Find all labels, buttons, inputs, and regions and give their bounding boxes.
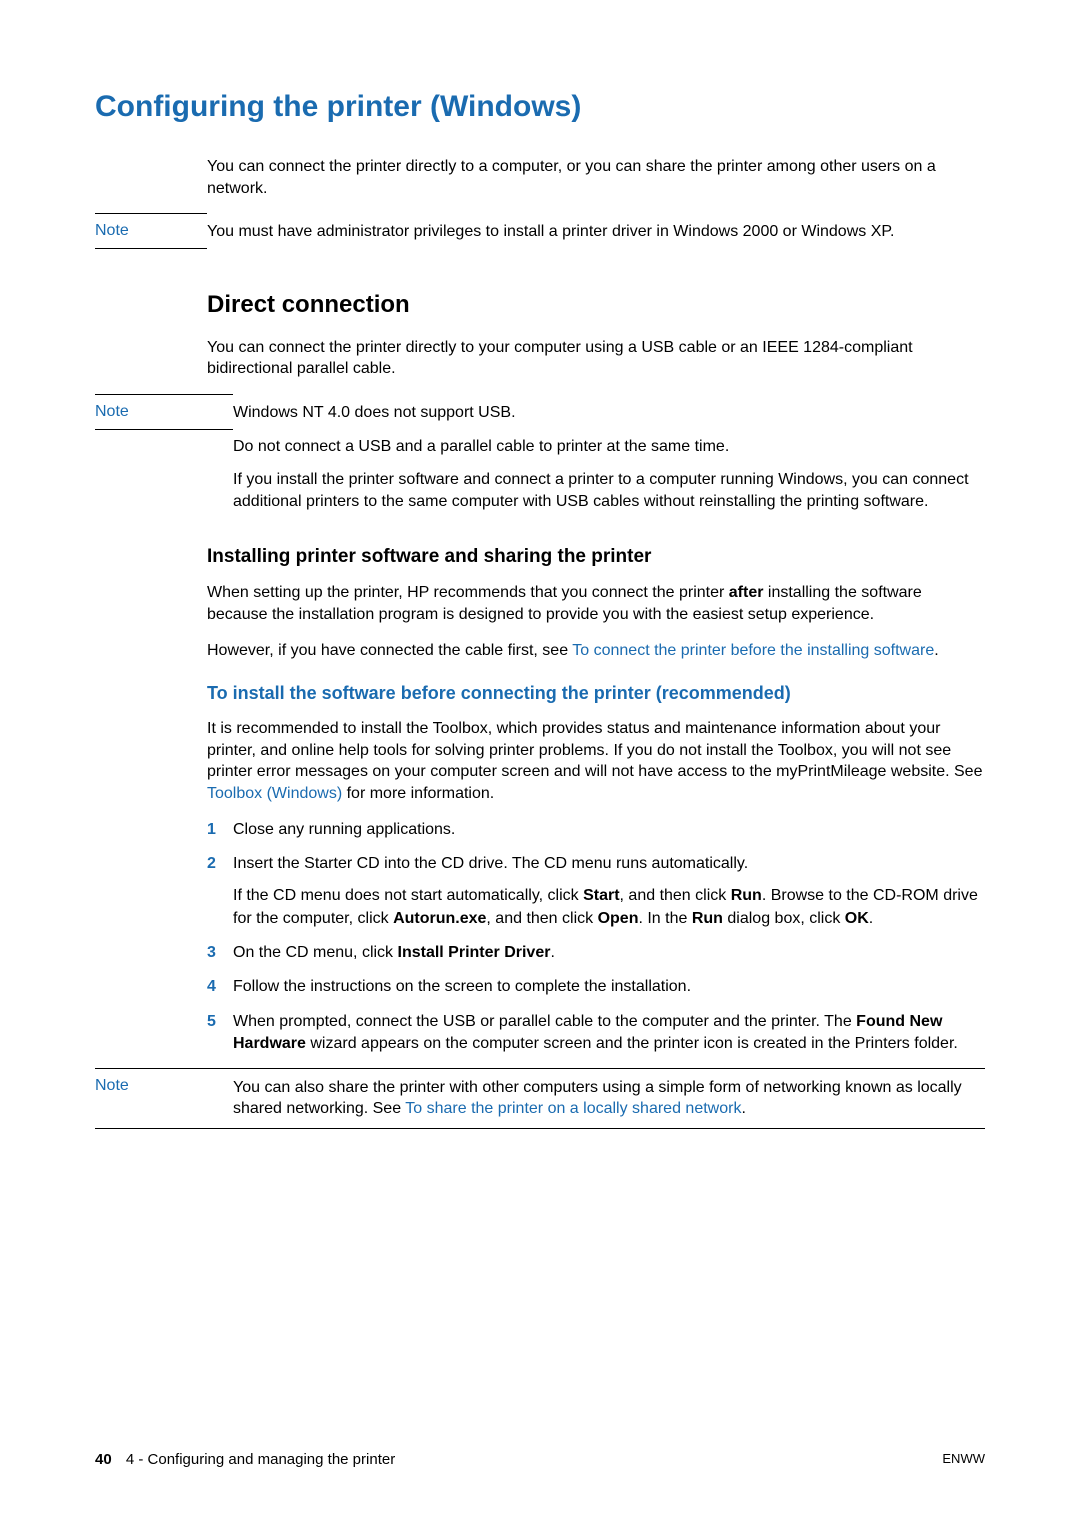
link-connect-before-install[interactable]: To connect the printer before the instal… (572, 642, 934, 659)
step-item: 4Follow the instructions on the screen t… (207, 976, 985, 998)
step-body: When prompted, connect the USB or parall… (233, 1011, 985, 1056)
text-run: However, if you have connected the cable… (207, 642, 572, 659)
intro-paragraph: You can connect the printer directly to … (207, 156, 985, 199)
footer-left: 40 4 - Configuring and managing the prin… (95, 1451, 395, 1468)
step-body: Insert the Starter CD into the CD drive.… (233, 853, 985, 930)
note2-p2: Do not connect a USB and a parallel cabl… (233, 436, 985, 458)
text-run: . In the (638, 910, 691, 927)
page-title: Configuring the printer (Windows) (95, 90, 985, 124)
steps-list: 1Close any running applications.2Insert … (207, 819, 985, 1056)
step-paragraph: Insert the Starter CD into the CD drive.… (233, 853, 985, 875)
bold-run: Autorun.exe (393, 910, 486, 927)
bold-run: OK (845, 910, 869, 927)
text-run: , and then click (620, 887, 731, 904)
section-heading-direct: Direct connection (207, 291, 985, 319)
step-paragraph: If the CD menu does not start automatica… (233, 885, 985, 930)
text-run: wizard appears on the computer screen an… (306, 1035, 958, 1052)
page-number: 40 (95, 1451, 112, 1468)
procedure-heading: To install the software before connectin… (207, 683, 985, 704)
step-item: 1Close any running applications. (207, 819, 985, 841)
step-paragraph: Follow the instructions on the screen to… (233, 976, 985, 998)
rec-p1: It is recommended to install the Toolbox… (207, 718, 985, 804)
step-item: 5When prompted, connect the USB or paral… (207, 1011, 985, 1056)
step-item: 3On the CD menu, click Install Printer D… (207, 942, 985, 964)
text-run: Follow the instructions on the screen to… (233, 978, 691, 995)
bold-run: Start (583, 887, 619, 904)
link-toolbox-windows[interactable]: Toolbox (Windows) (207, 785, 342, 802)
note-label: Note (95, 222, 129, 239)
note-2: Note Windows NT 4.0 does not support USB… (95, 394, 985, 520)
text-run: Close any running applications. (233, 821, 455, 838)
footer-section: 4 - Configuring and managing the printer (126, 1451, 395, 1468)
step-paragraph: When prompted, connect the USB or parall… (233, 1011, 985, 1056)
subsection-heading-install: Installing printer software and sharing … (207, 546, 985, 568)
step-item: 2Insert the Starter CD into the CD drive… (207, 853, 985, 930)
bold-run: Open (598, 910, 639, 927)
step-paragraph: On the CD menu, click Install Printer Dr… (233, 942, 985, 964)
direct-connection-section: Direct connection You can connect the pr… (207, 291, 985, 380)
text-run: When setting up the printer, HP recommen… (207, 584, 729, 601)
bold-run: Run (692, 910, 723, 927)
install-p2: However, if you have connected the cable… (207, 640, 985, 662)
intro-block: You can connect the printer directly to … (207, 156, 985, 199)
direct-paragraph: You can connect the printer directly to … (207, 337, 985, 380)
bold-run: Install Printer Driver (398, 944, 551, 961)
step-body: Close any running applications. (233, 819, 985, 841)
footer-right: ENWW (942, 1451, 985, 1468)
step-number: 1 (207, 819, 233, 841)
note2-p3: If you install the printer software and … (233, 469, 985, 512)
step-number: 5 (207, 1011, 233, 1033)
step-body: On the CD menu, click Install Printer Dr… (233, 942, 985, 964)
step-number: 2 (207, 853, 233, 875)
text-run: On the CD menu, click (233, 944, 398, 961)
text-run: , and then click (486, 910, 597, 927)
bold-run: Run (731, 887, 762, 904)
text-run: If the CD menu does not start automatica… (233, 887, 583, 904)
step-number: 4 (207, 976, 233, 998)
step-number: 3 (207, 942, 233, 964)
text-run: It is recommended to install the Toolbox… (207, 720, 982, 780)
text-run: When prompted, connect the USB or parall… (233, 1013, 856, 1030)
step-body: Follow the instructions on the screen to… (233, 976, 985, 998)
note2-p1: Windows NT 4.0 does not support USB. (233, 402, 985, 424)
link-share-locally[interactable]: To share the printer on a locally shared… (405, 1100, 741, 1117)
install-p1: When setting up the printer, HP recommen… (207, 582, 985, 625)
step-paragraph: Close any running applications. (233, 819, 985, 841)
note-label: Note (95, 1077, 129, 1094)
note-label: Note (95, 403, 129, 420)
text-run: . (741, 1100, 745, 1117)
note-3: Note You can also share the printer with… (95, 1068, 985, 1129)
text-run: . (934, 642, 938, 659)
note-1: Note You must have administrator privile… (95, 213, 985, 251)
text-run: . (550, 944, 554, 961)
note-body: You can also share the printer with othe… (233, 1068, 985, 1129)
text-run: for more information. (342, 785, 494, 802)
installing-section: Installing printer software and sharing … (207, 546, 985, 1055)
page-footer: 40 4 - Configuring and managing the prin… (95, 1451, 985, 1468)
note-body: You must have administrator privileges t… (207, 213, 985, 251)
page: Configuring the printer (Windows) You ca… (0, 0, 1080, 1528)
text-run: . (869, 910, 873, 927)
note-body: Windows NT 4.0 does not support USB. Do … (233, 394, 985, 520)
bold-after: after (729, 584, 764, 601)
text-run: dialog box, click (723, 910, 845, 927)
text-run: Insert the Starter CD into the CD drive.… (233, 855, 748, 872)
